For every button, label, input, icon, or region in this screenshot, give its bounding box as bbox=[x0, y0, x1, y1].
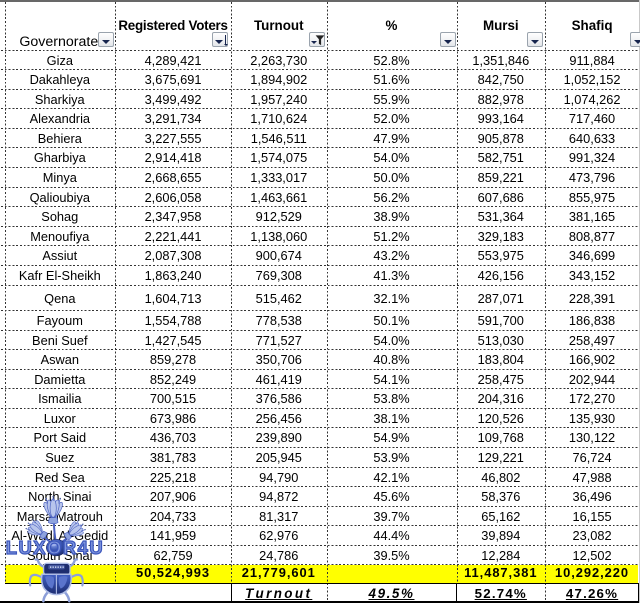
svg-text:LUXOR4U: LUXOR4U bbox=[6, 537, 104, 558]
